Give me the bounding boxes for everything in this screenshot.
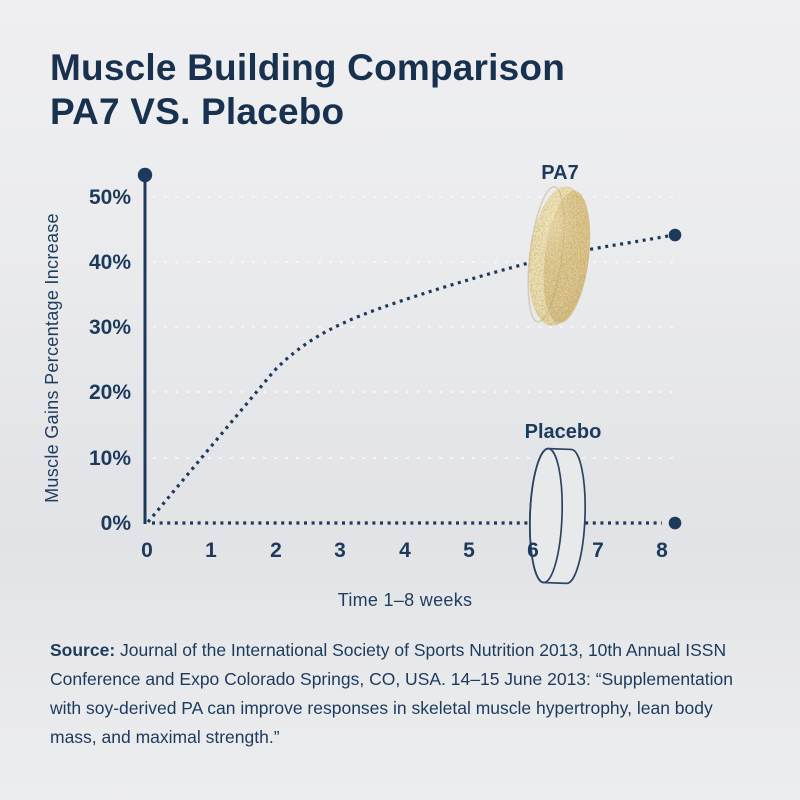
x-tick-labels: 0 1 2 3 4 5 6 7 8 xyxy=(141,539,668,562)
placebo-pill-icon xyxy=(528,447,586,585)
x-tick-1: 1 xyxy=(205,539,217,562)
title-line-2: PA7 VS. Placebo xyxy=(50,91,345,132)
x-tick-0: 0 xyxy=(141,539,153,562)
y-axis-title: Muscle Gains Percentage Increase xyxy=(42,213,62,503)
y-tick-0: 0% xyxy=(101,512,132,535)
y-tick-labels: 50% 40% 30% 20% 10% 0% xyxy=(89,186,131,535)
y-tick-40: 40% xyxy=(89,251,131,274)
y-tick-20: 20% xyxy=(89,381,131,404)
x-axis-title: Time 1–8 weeks xyxy=(338,590,473,610)
pa7-line xyxy=(146,234,669,524)
x-tick-2: 2 xyxy=(270,539,282,562)
source-text: Journal of the International Society of … xyxy=(50,640,733,747)
x-tick-8: 8 xyxy=(656,539,668,562)
pa7-end-dot xyxy=(668,228,682,242)
pa7-pill-shading xyxy=(528,186,590,326)
x-tick-7: 7 xyxy=(592,539,604,562)
source-note: Source: Journal of the International Soc… xyxy=(50,636,762,752)
placebo-end-dot xyxy=(668,516,682,530)
y-tick-10: 10% xyxy=(89,447,131,470)
source-label: Source: xyxy=(50,640,116,660)
placebo-pill-face-outline xyxy=(528,447,564,584)
y-axis xyxy=(137,167,153,524)
placebo-series-label: Placebo xyxy=(525,421,602,443)
placebo-series xyxy=(152,516,682,530)
gridlines xyxy=(153,196,680,459)
y-tick-50: 50% xyxy=(89,186,131,209)
y-axis-top-dot xyxy=(137,167,153,183)
page-title: Muscle Building Comparison PA7 VS. Place… xyxy=(50,46,565,134)
x-tick-5: 5 xyxy=(463,539,475,562)
pa7-series xyxy=(146,228,682,524)
pa7-series-label: PA7 xyxy=(541,162,578,184)
x-tick-6: 6 xyxy=(527,539,539,562)
title-line-1: Muscle Building Comparison xyxy=(50,47,566,88)
pa7-pill-image xyxy=(521,182,597,330)
y-tick-30: 30% xyxy=(89,316,131,339)
x-tick-3: 3 xyxy=(334,539,346,562)
x-tick-4: 4 xyxy=(399,539,411,562)
